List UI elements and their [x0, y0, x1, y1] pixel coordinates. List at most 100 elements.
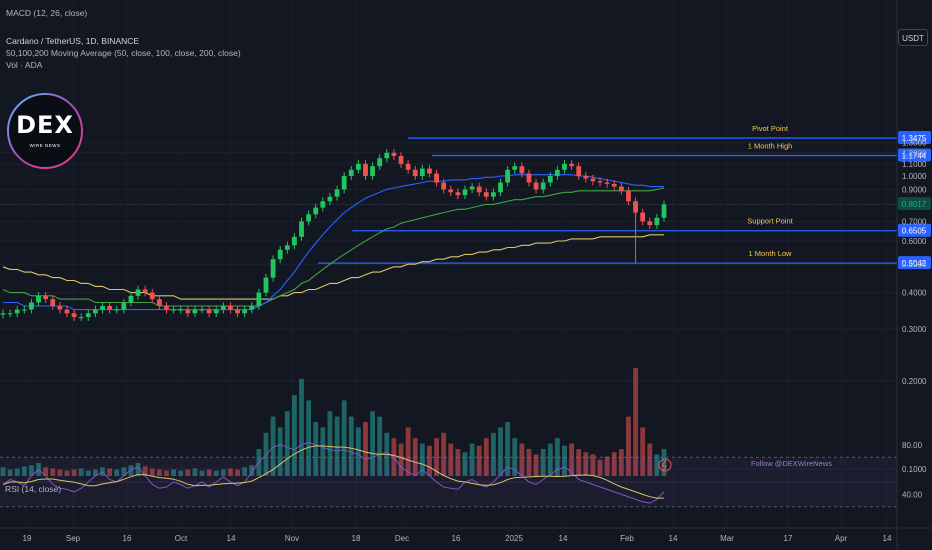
candle[interactable]: [114, 309, 120, 311]
candle[interactable]: [306, 214, 312, 222]
candle[interactable]: [526, 173, 532, 183]
candle[interactable]: [228, 306, 233, 310]
symbol-title[interactable]: Cardano / TetherUS, 1D, BINANCE: [6, 36, 140, 46]
candle[interactable]: [604, 182, 610, 184]
candle[interactable]: [633, 201, 638, 213]
candle[interactable]: [483, 192, 489, 197]
candle[interactable]: [292, 236, 297, 246]
candle[interactable]: [121, 302, 127, 310]
candle[interactable]: [171, 309, 176, 311]
candle[interactable]: [519, 166, 525, 174]
candle[interactable]: [583, 176, 589, 179]
candle[interactable]: [611, 183, 617, 187]
candle[interactable]: [21, 309, 27, 311]
candle[interactable]: [313, 207, 319, 215]
candle[interactable]: [199, 309, 205, 311]
candle[interactable]: [284, 245, 290, 250]
candle[interactable]: [277, 249, 283, 260]
candle[interactable]: [647, 221, 653, 226]
candle[interactable]: [50, 299, 56, 307]
candle[interactable]: [256, 292, 262, 307]
candle[interactable]: [640, 212, 646, 222]
candle[interactable]: [419, 168, 425, 176]
candle[interactable]: [178, 309, 184, 311]
candle[interactable]: [533, 182, 539, 190]
candle[interactable]: [192, 309, 198, 314]
rsi-legend[interactable]: RSI (14, close): [5, 484, 62, 494]
candle[interactable]: [540, 182, 546, 190]
candle[interactable]: [363, 163, 368, 176]
candle[interactable]: [654, 217, 660, 226]
candle[interactable]: [149, 292, 155, 300]
candle[interactable]: [505, 169, 511, 183]
macd-legend[interactable]: MACD (12, 26, close): [6, 8, 88, 18]
candle[interactable]: [185, 309, 191, 314]
candle[interactable]: [263, 277, 269, 293]
candle[interactable]: [249, 306, 255, 310]
candle[interactable]: [469, 186, 475, 190]
candle[interactable]: [661, 204, 667, 218]
candle[interactable]: [206, 309, 212, 314]
candle[interactable]: [462, 189, 468, 196]
candle[interactable]: [71, 313, 77, 318]
candle[interactable]: [434, 173, 439, 183]
ma-legend[interactable]: 50,100,200 Moving Average (50, close, 10…: [6, 48, 241, 58]
candle[interactable]: [29, 302, 34, 310]
volume-legend[interactable]: Vol · ADA: [6, 60, 43, 70]
candle[interactable]: [43, 295, 49, 300]
candle[interactable]: [626, 190, 631, 202]
candle[interactable]: [618, 186, 624, 191]
candle[interactable]: [7, 313, 13, 315]
candle[interactable]: [14, 309, 20, 314]
candle[interactable]: [85, 313, 91, 318]
candle[interactable]: [213, 309, 219, 314]
candle[interactable]: [78, 317, 84, 319]
candle[interactable]: [92, 309, 98, 314]
candle[interactable]: [562, 163, 567, 170]
candle[interactable]: [448, 189, 454, 193]
candle[interactable]: [455, 192, 461, 196]
candle[interactable]: [334, 189, 340, 197]
candle[interactable]: [270, 259, 276, 278]
candle[interactable]: [57, 306, 63, 310]
candle[interactable]: [441, 182, 447, 190]
candle[interactable]: [355, 163, 361, 170]
candle[interactable]: [242, 309, 248, 314]
candle[interactable]: [156, 299, 162, 307]
candle[interactable]: [299, 221, 304, 237]
candle[interactable]: [36, 295, 41, 303]
candle[interactable]: [348, 169, 354, 176]
candle[interactable]: [235, 309, 240, 314]
candle[interactable]: [384, 152, 390, 159]
candle[interactable]: [135, 289, 141, 296]
candle[interactable]: [569, 163, 575, 167]
candle[interactable]: [341, 176, 347, 190]
replay-icon[interactable]: [658, 458, 672, 472]
time-axis[interactable]: 19 Sep 16 Oct 14 Nov 18 Dec 16 2025 14 Feb 14 Mar 17 Ap…: [23, 534, 892, 543]
candle[interactable]: [0, 313, 6, 315]
candle[interactable]: [576, 166, 582, 176]
candle[interactable]: [398, 156, 404, 164]
candle[interactable]: [405, 163, 411, 170]
candle[interactable]: [554, 169, 560, 176]
candle[interactable]: [327, 196, 333, 202]
candle[interactable]: [320, 201, 326, 208]
price-axis[interactable]: 1.30001.20001.10001.00000.90000.80000.70…: [902, 139, 927, 474]
candle[interactable]: [220, 306, 226, 310]
currency-button[interactable]: USDT: [898, 29, 928, 46]
candle[interactable]: [412, 169, 418, 176]
candle[interactable]: [128, 295, 134, 303]
candle[interactable]: [491, 192, 496, 197]
candle[interactable]: [64, 309, 70, 314]
candle[interactable]: [498, 182, 503, 193]
candle[interactable]: [164, 306, 169, 310]
candle[interactable]: [391, 152, 397, 157]
candle[interactable]: [427, 168, 432, 174]
candle[interactable]: [476, 186, 482, 193]
candle[interactable]: [142, 289, 148, 293]
candle[interactable]: [107, 306, 113, 310]
candle[interactable]: [590, 178, 596, 182]
candle[interactable]: [512, 166, 518, 170]
candle[interactable]: [370, 166, 375, 176]
